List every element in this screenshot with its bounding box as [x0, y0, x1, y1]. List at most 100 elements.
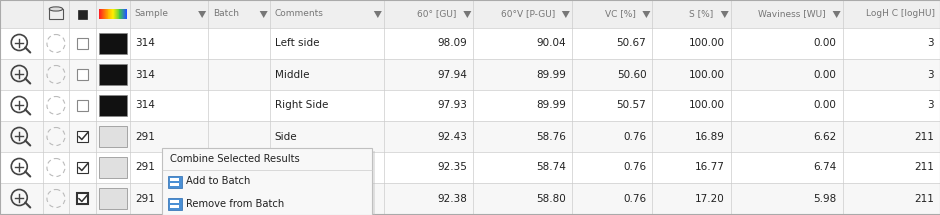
Bar — [121, 9, 123, 19]
Text: LogH C [logHU]: LogH C [logHU] — [866, 9, 935, 18]
Bar — [114, 9, 116, 19]
Bar — [100, 188, 127, 209]
Bar — [118, 9, 120, 19]
Bar — [0, 90, 940, 121]
Text: 5.98: 5.98 — [813, 194, 837, 204]
Text: Waviness [WU]: Waviness [WU] — [758, 9, 825, 18]
Polygon shape — [374, 11, 382, 18]
Text: Batch: Batch — [213, 9, 239, 18]
Text: 60° [GU]: 60° [GU] — [417, 9, 456, 18]
Bar — [102, 9, 103, 19]
Text: Add to Batch: Add to Batch — [186, 177, 250, 186]
Bar — [0, 28, 940, 59]
Text: 291: 291 — [134, 132, 155, 141]
Bar — [105, 9, 107, 19]
Text: 92.43: 92.43 — [437, 132, 467, 141]
Bar — [78, 9, 87, 18]
Bar — [100, 64, 127, 85]
Polygon shape — [463, 11, 471, 18]
Text: 92.38: 92.38 — [437, 194, 467, 204]
Bar — [107, 9, 109, 19]
Text: 211: 211 — [914, 194, 934, 204]
Text: 0.00: 0.00 — [814, 69, 837, 80]
Bar — [170, 205, 179, 208]
Bar — [106, 9, 108, 19]
Text: 0.76: 0.76 — [623, 194, 647, 204]
Bar — [77, 162, 88, 173]
Text: 314: 314 — [134, 100, 155, 111]
Bar — [168, 175, 182, 187]
Bar — [110, 9, 112, 19]
Bar — [100, 33, 127, 54]
Bar — [101, 9, 102, 19]
Bar — [162, 148, 372, 215]
Text: 60°V [P-GU]: 60°V [P-GU] — [501, 9, 555, 18]
Text: 100.00: 100.00 — [689, 69, 725, 80]
Bar — [170, 183, 179, 186]
Bar — [108, 9, 110, 19]
Text: 50.60: 50.60 — [617, 69, 647, 80]
Bar — [77, 100, 88, 111]
Bar — [109, 9, 111, 19]
Text: Side: Side — [274, 132, 297, 141]
Text: S [%]: S [%] — [689, 9, 713, 18]
Bar — [0, 0, 940, 28]
Text: Left side: Left side — [274, 38, 320, 49]
Text: 6.74: 6.74 — [813, 163, 837, 172]
Text: 16.77: 16.77 — [695, 163, 725, 172]
Text: 58.76: 58.76 — [536, 132, 566, 141]
Text: 291: 291 — [134, 194, 155, 204]
Bar — [123, 9, 125, 19]
Bar — [122, 9, 124, 19]
Bar — [100, 157, 127, 178]
Bar — [170, 178, 179, 181]
Text: 211: 211 — [914, 132, 934, 141]
Text: 0.76: 0.76 — [623, 132, 647, 141]
Text: VC [%]: VC [%] — [604, 9, 635, 18]
Text: 314: 314 — [134, 69, 155, 80]
Bar — [100, 9, 101, 19]
Bar — [0, 152, 940, 183]
Bar — [113, 9, 115, 19]
Polygon shape — [721, 11, 728, 18]
Polygon shape — [259, 11, 268, 18]
Polygon shape — [642, 11, 650, 18]
Bar — [111, 9, 113, 19]
Bar — [112, 9, 114, 19]
Polygon shape — [198, 11, 206, 18]
Text: 3: 3 — [928, 100, 934, 111]
Text: 58.80: 58.80 — [536, 194, 566, 204]
Bar — [100, 126, 127, 147]
Bar — [49, 9, 63, 19]
Bar — [77, 131, 88, 142]
Text: 50.57: 50.57 — [617, 100, 647, 111]
Bar — [104, 9, 106, 19]
Bar — [117, 9, 118, 19]
Bar — [77, 69, 88, 80]
Text: 89.99: 89.99 — [536, 100, 566, 111]
Bar — [77, 193, 88, 204]
Polygon shape — [833, 11, 840, 18]
Bar — [0, 183, 940, 214]
Text: 16.89: 16.89 — [695, 132, 725, 141]
Text: 89.99: 89.99 — [536, 69, 566, 80]
Bar — [170, 200, 179, 203]
Text: 291: 291 — [134, 163, 155, 172]
Bar — [115, 9, 117, 19]
Text: 58.74: 58.74 — [536, 163, 566, 172]
Text: 97.93: 97.93 — [437, 100, 467, 111]
Bar — [103, 9, 105, 19]
Text: 98.09: 98.09 — [438, 38, 467, 49]
Text: Middle: Middle — [274, 69, 309, 80]
Bar — [168, 198, 182, 210]
Text: 90.04: 90.04 — [536, 38, 566, 49]
Text: 3: 3 — [928, 38, 934, 49]
Bar — [124, 9, 125, 19]
Text: 3: 3 — [928, 69, 934, 80]
Text: Comments: Comments — [274, 9, 323, 18]
Text: Combine Selected Results: Combine Selected Results — [170, 154, 300, 164]
Bar — [165, 151, 375, 215]
Bar — [126, 9, 127, 19]
Bar — [100, 95, 127, 116]
Text: 6.62: 6.62 — [813, 132, 837, 141]
